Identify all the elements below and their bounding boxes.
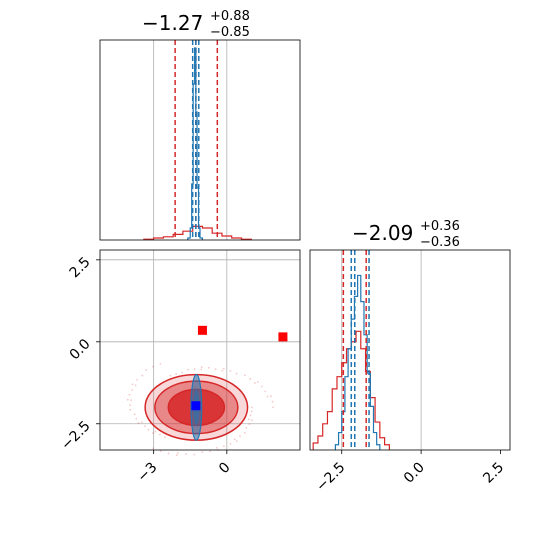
title-param-1-upper: +0.88: [210, 9, 250, 24]
scatter-point-red: [133, 413, 136, 416]
scatter-point-red: [229, 369, 232, 372]
scatter-point-red: [222, 367, 225, 370]
scatter-point-red: [221, 369, 224, 372]
hist-param-1-red-series: [143, 225, 252, 240]
scatter-point-red: [141, 421, 143, 424]
scatter-point-red: [175, 373, 178, 375]
scatter-point-red: [200, 368, 203, 371]
x2-tick-label-2: 2.5: [480, 460, 507, 487]
hist-param-2-frame: [309, 249, 511, 451]
scatter-point-red: [200, 366, 203, 369]
title-param-1-lower: −0.85: [210, 25, 250, 40]
scatter-point-red: [130, 399, 133, 402]
title-param-2-value: −2.09: [352, 221, 413, 245]
scatter-point-red: [131, 389, 134, 391]
scatter-point-red: [266, 395, 269, 398]
x2-tick-label-0: −2.5: [313, 460, 348, 495]
scatter-point-red: [152, 365, 154, 368]
scatter-point-red: [216, 446, 218, 449]
y-tick-label-0: −2.5: [58, 418, 93, 453]
scatter-point-red: [207, 366, 210, 369]
hist-param-2-panel: −2.5 0.0 2.5 −2.09 +0.36 −0.36: [309, 219, 511, 495]
x2-tick-label-1: 0.0: [401, 460, 428, 487]
y-tick-label-1: 0.0: [67, 336, 94, 363]
scatter-point-red: [181, 371, 184, 374]
scatter-point-red: [250, 410, 253, 413]
scatter-point-red: [214, 368, 217, 370]
hist-param-1-frame: [99, 39, 301, 241]
scatter-point-red: [233, 438, 236, 441]
scatter-point-red: [175, 454, 178, 457]
scatter-point-red: [186, 368, 189, 371]
scatter-point-red: [243, 431, 246, 434]
title-param-2-lower: −0.36: [420, 235, 460, 250]
joint-panel: −2.5 0.0 2.5 −3 0: [58, 249, 301, 486]
marker-red-0: [197, 325, 207, 335]
scatter-point-red: [235, 372, 238, 375]
scatter-point-red: [136, 378, 138, 381]
scatter-point-red: [243, 374, 246, 377]
scatter-point-red: [147, 428, 150, 431]
scatter-point-red: [256, 380, 259, 383]
hist-param-1-panel: −1.27 +0.88 −0.85: [99, 9, 301, 241]
scatter-point-red: [167, 452, 170, 455]
scatter-point-red: [209, 450, 212, 453]
scatter-point-red: [248, 423, 251, 426]
scatter-point-red: [128, 393, 131, 396]
scatter-point-red: [249, 378, 252, 380]
scatter-point-red: [239, 435, 241, 438]
scatter-point-red: [245, 427, 248, 429]
title-param-2-upper: +0.36: [420, 219, 460, 234]
title-param-1-value: −1.27: [142, 11, 203, 35]
scatter-point-red: [134, 384, 137, 387]
joint-panel-frame: [99, 249, 301, 451]
x-tick-label-1: 0: [216, 460, 234, 478]
scatter-point-red: [137, 422, 140, 424]
scatter-point-red: [235, 440, 238, 443]
scatter-point-red: [152, 447, 155, 450]
scatter-point-red: [201, 451, 204, 453]
y-tick-label-2: 2.5: [67, 254, 94, 281]
scatter-point-red: [185, 453, 187, 455]
scatter-point-red: [151, 432, 154, 435]
scatter-point-red: [159, 433, 161, 436]
scatter-point-red: [145, 369, 147, 371]
scatter-point-red: [164, 436, 166, 438]
scatter-point-red: [154, 430, 157, 433]
scatter-point-red: [223, 445, 225, 448]
scatter-point-red: [251, 406, 253, 409]
scatter-point-red: [126, 398, 129, 401]
scatter-point-red: [264, 390, 267, 393]
scatter-point-red: [271, 400, 274, 403]
scatter-point-red: [270, 395, 272, 398]
scatter-point-red: [131, 383, 134, 386]
marker-blue-2: [191, 401, 201, 411]
scatter-point-red: [261, 385, 263, 388]
scatter-point-red: [193, 453, 196, 456]
scatter-point-red: [144, 425, 146, 428]
x-tick-label-0: −3: [135, 460, 161, 486]
hist-param-2-blue-series: [334, 274, 381, 450]
scatter-point-red: [141, 374, 144, 377]
scatter-point-red: [272, 406, 274, 409]
scatter-point-red: [176, 452, 179, 454]
marker-red-1: [278, 332, 288, 342]
scatter-point-red: [193, 368, 196, 371]
scatter-point-red: [135, 417, 138, 420]
scatter-point-red: [249, 414, 252, 417]
scatter-point-red: [129, 404, 132, 406]
scatter-point-red: [159, 450, 162, 453]
scatter-point-red: [129, 408, 132, 411]
scatter-point-red: [169, 374, 172, 377]
scatter-point-red: [251, 419, 253, 422]
scatter-point-red: [159, 362, 162, 365]
scatter-point-red: [247, 418, 250, 421]
scatter-point-red: [229, 442, 232, 445]
scatter-point-red: [253, 382, 256, 384]
